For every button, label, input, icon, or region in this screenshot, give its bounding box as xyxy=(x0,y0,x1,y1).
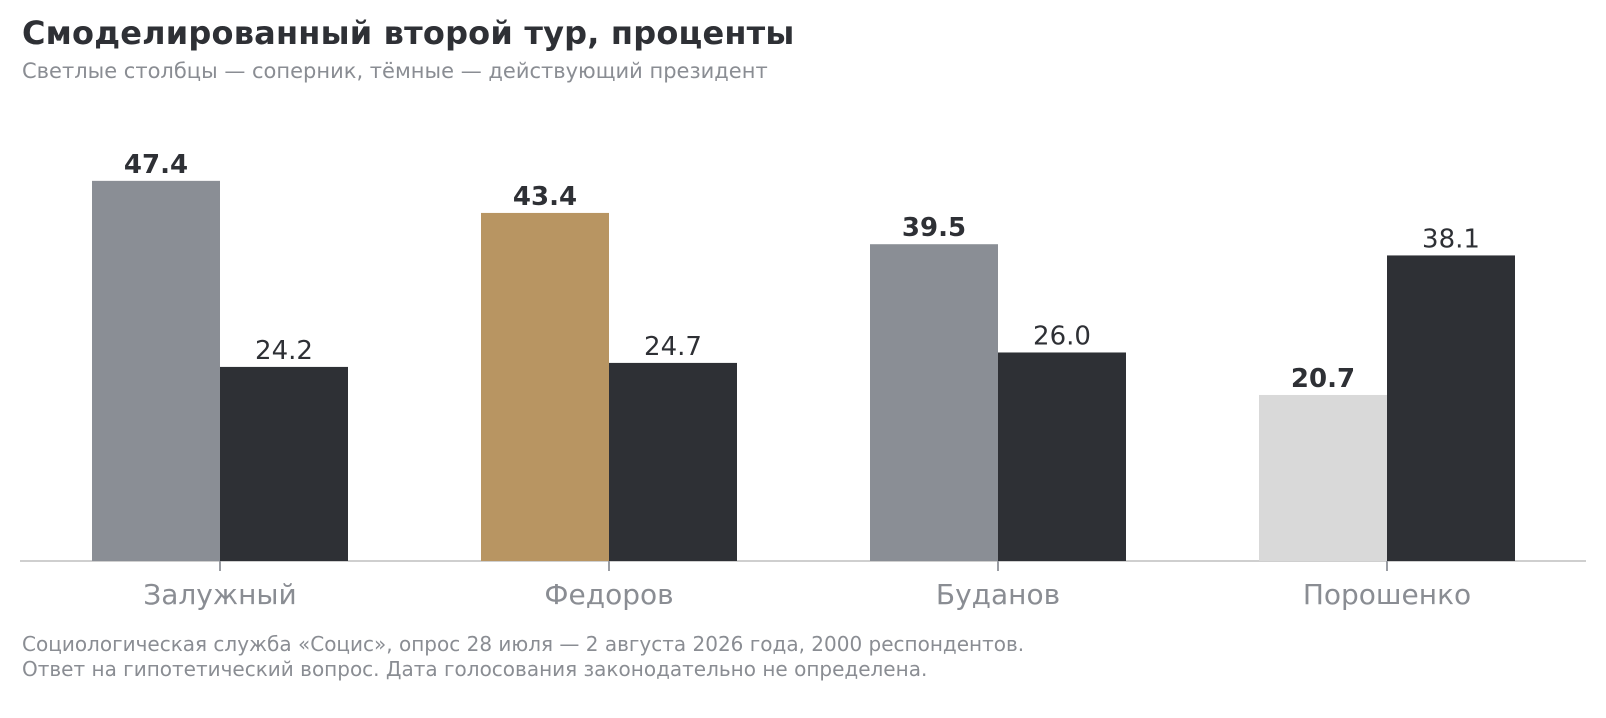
x-tick-label-1: Залужный xyxy=(143,578,296,611)
x-tick-label-3: Буданов xyxy=(936,578,1060,611)
bar-incumbent-1 xyxy=(220,366,348,561)
bar-challenger-1 xyxy=(92,180,220,562)
data-label-incumbent-4: 38.1 xyxy=(1422,224,1480,254)
x-tick-label-2: Федоров xyxy=(544,578,673,611)
data-label-challenger-3: 39.5 xyxy=(902,213,966,243)
bar-incumbent-3 xyxy=(998,352,1126,561)
bar-challenger-4 xyxy=(1259,394,1387,561)
bar-challenger-3 xyxy=(870,244,998,561)
bar-challenger-2 xyxy=(481,212,609,561)
bar-incumbent-2 xyxy=(609,362,737,561)
chart-subtitle: Светлые столбцы — соперник, тёмные — дей… xyxy=(22,59,768,83)
data-label-challenger-1: 47.4 xyxy=(124,150,188,180)
data-label-incumbent-1: 24.2 xyxy=(255,336,313,366)
data-label-incumbent-3: 26.0 xyxy=(1033,321,1091,351)
x-tick-label-4: Порошенко xyxy=(1303,578,1471,611)
data-label-challenger-2: 43.4 xyxy=(513,182,577,212)
chart-title: Смоделированный второй тур, проценты xyxy=(22,14,795,52)
data-label-incumbent-2: 24.7 xyxy=(644,332,702,362)
data-label-challenger-4: 20.7 xyxy=(1291,364,1355,394)
footer-note: Ответ на гипотетический вопрос. Дата гол… xyxy=(22,657,928,681)
bar-incumbent-4 xyxy=(1387,255,1515,562)
chart-footer: Социологическая служба «Социс», опрос 28… xyxy=(22,632,1024,682)
footer-source: Социологическая служба «Социс», опрос 28… xyxy=(22,632,1025,656)
